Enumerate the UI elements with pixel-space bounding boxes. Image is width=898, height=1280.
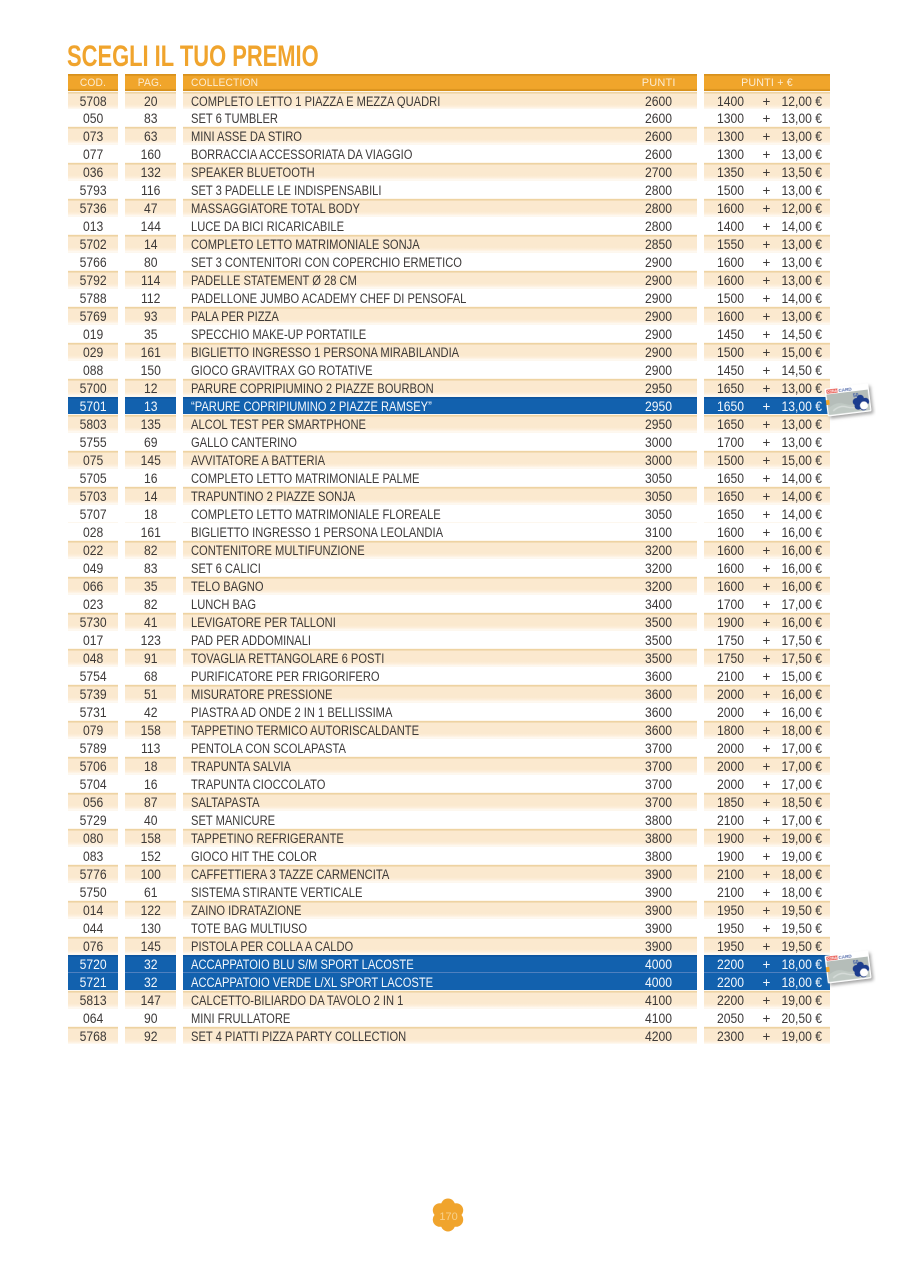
svg-text:CARD: CARD [838,386,852,393]
svg-text:50: 50 [852,960,858,967]
svg-text:170: 170 [440,1211,458,1223]
svg-text:CONAD: CONAD [826,955,839,961]
svg-text:50: 50 [852,393,858,400]
svg-text:CONAD: CONAD [826,388,839,394]
svg-text:CARD: CARD [838,953,852,960]
